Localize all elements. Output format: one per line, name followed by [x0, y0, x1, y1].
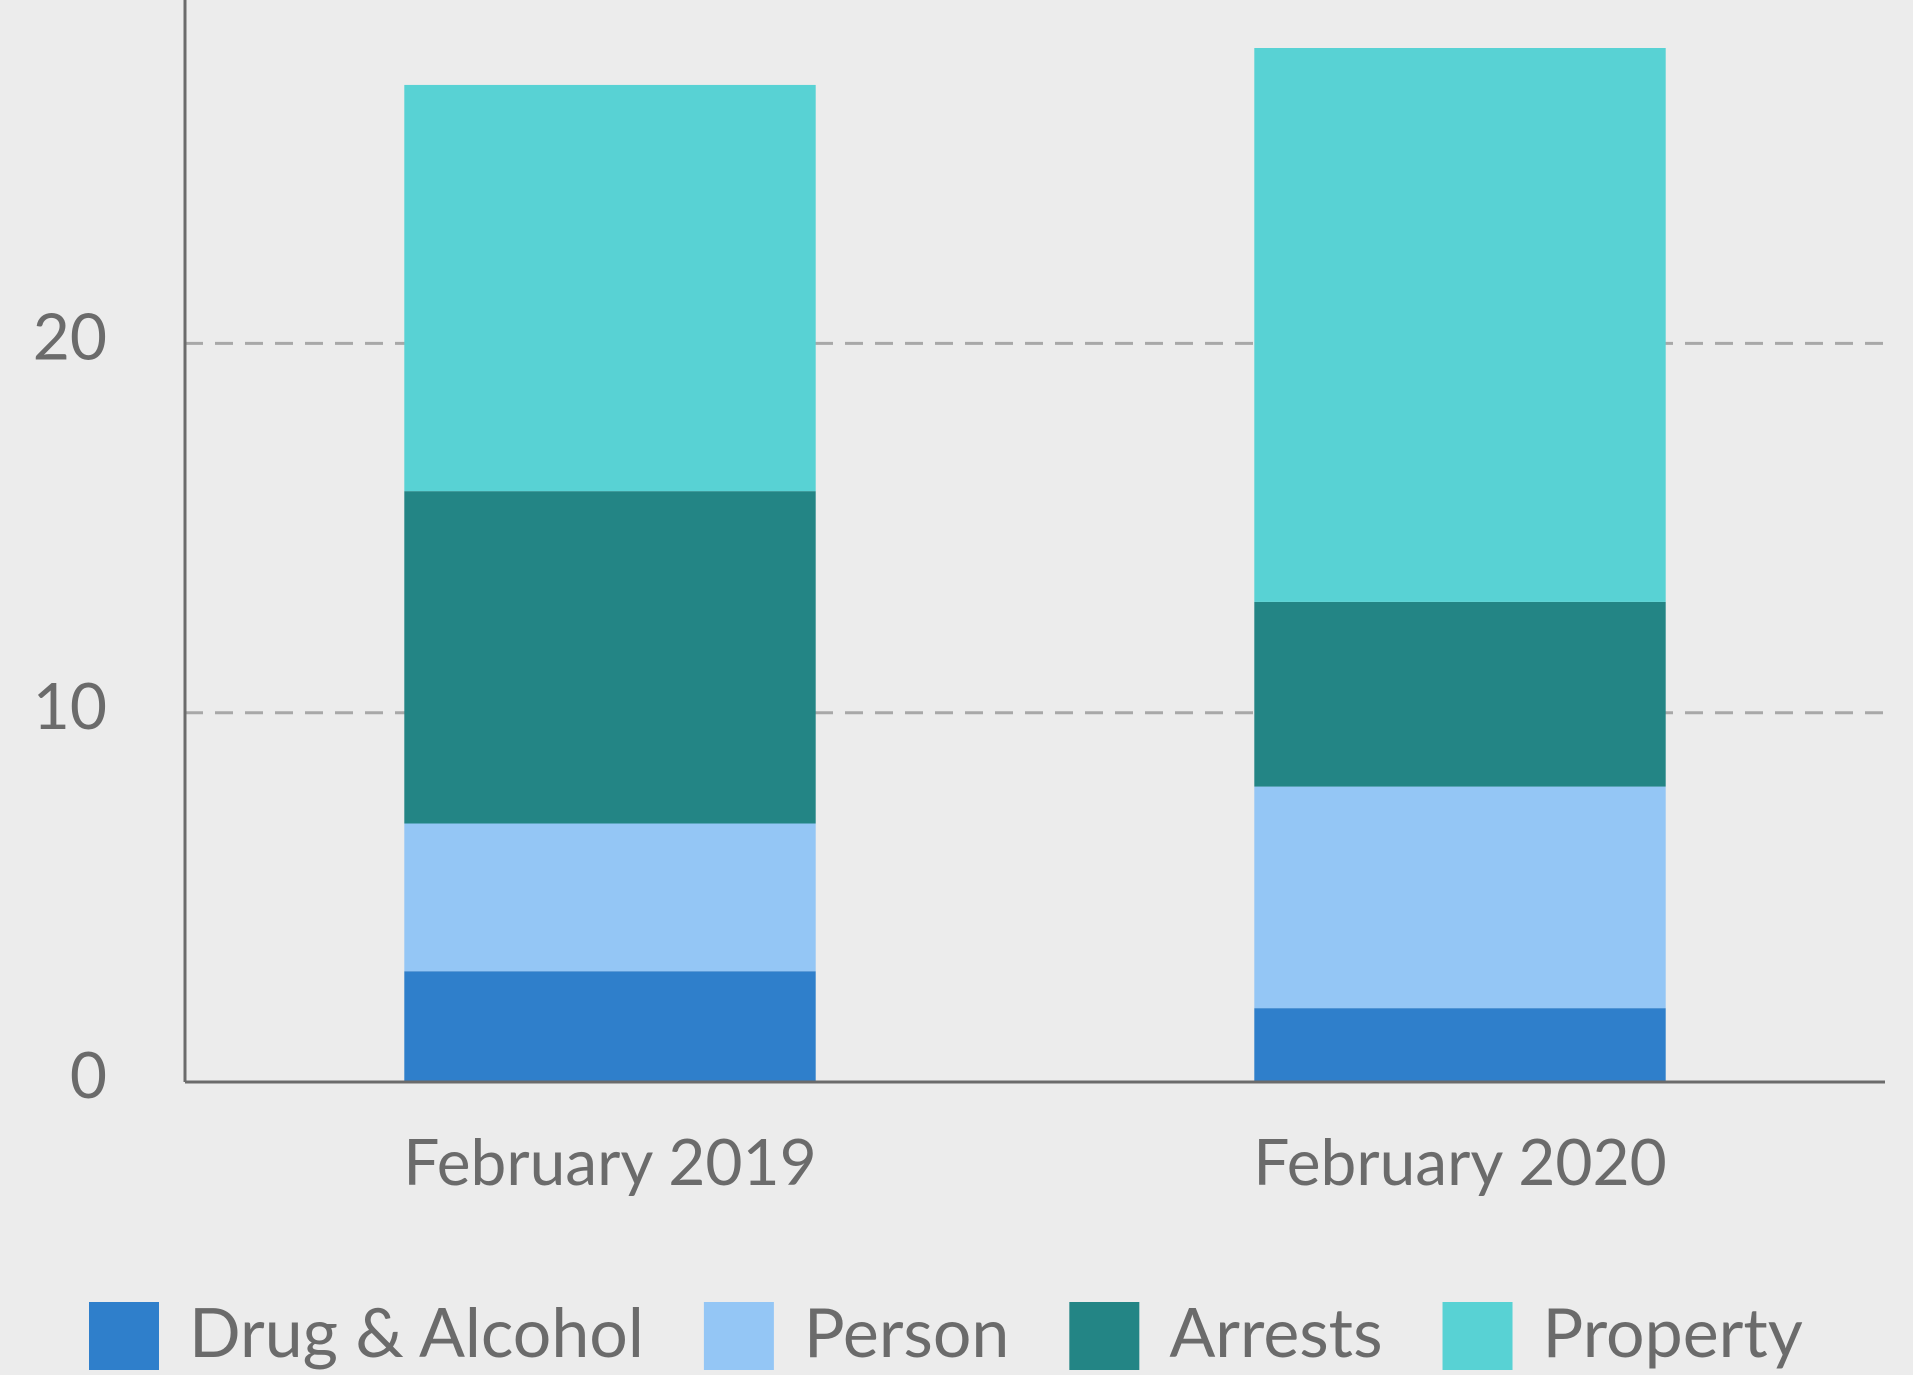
y-tick-label: 10: [33, 666, 107, 743]
legend-swatch: [89, 1302, 159, 1370]
bar-segment: [404, 491, 816, 824]
y-tick-label: 0: [70, 1035, 107, 1112]
bar-segment: [1254, 1008, 1666, 1082]
legend-label: Property: [1543, 1291, 1803, 1372]
legend-swatch: [1069, 1302, 1140, 1370]
bar-segment: [404, 84, 816, 492]
bar-segment: [1254, 786, 1666, 1009]
legend-swatch: [1442, 1302, 1513, 1370]
bar-segment: [1254, 48, 1666, 602]
legend-label: Drug & Alcohol: [189, 1291, 644, 1372]
bar-segment: [404, 971, 816, 1082]
legend-label: Arrests: [1169, 1291, 1382, 1372]
legend-swatch: [703, 1302, 774, 1370]
bar-segment: [404, 823, 816, 972]
y-tick-label: 20: [33, 297, 107, 374]
x-tick-label: February 2019: [403, 1122, 816, 1199]
legend: Drug & Alcohol Person Arrests Property: [89, 1291, 1803, 1372]
legend-label: Person: [804, 1291, 1009, 1372]
x-tick-label: February 2020: [1253, 1122, 1666, 1199]
bar-segment: [1254, 601, 1666, 787]
